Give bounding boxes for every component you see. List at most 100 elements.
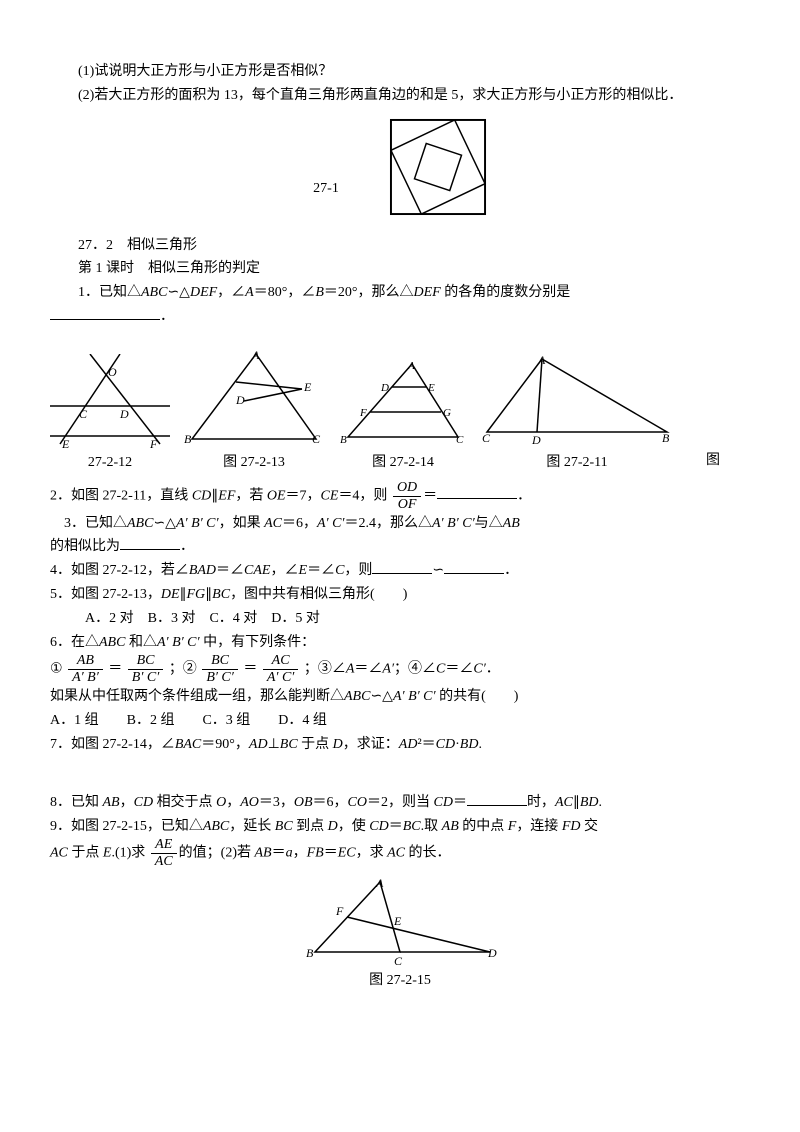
q8-par: ∥: [573, 795, 580, 810]
q7-bd: BD: [460, 737, 479, 752]
q5-pre: 5．如图 27-2-13，: [50, 587, 161, 602]
q8-c2: ，: [226, 795, 240, 810]
q9-ae: AE: [151, 838, 177, 852]
q6-f1n: AB: [68, 654, 103, 668]
q1-text: 1．已知△: [78, 285, 141, 300]
q4-blank2: [444, 559, 504, 574]
q8-cd: CD: [134, 795, 153, 810]
q4-bad: BAD: [189, 563, 216, 578]
q9-ec: EC: [338, 846, 356, 861]
q3-ac: AC: [264, 516, 282, 531]
q3-abc2b: A′ B′ C′: [432, 516, 475, 531]
q1-80: ＝80°，∠: [254, 285, 316, 300]
q2-eq: ＝: [423, 488, 437, 503]
q9-val: 的值；(2)若: [179, 846, 255, 861]
q9: 9．如图 27-2-15，已知△ABC，延长 BC 到点 D，使 CD＝BC.取…: [50, 815, 750, 839]
q9-jiao: 交: [580, 819, 598, 834]
fig-tu-label: 图: [706, 449, 720, 473]
q9-c: ，: [293, 846, 307, 861]
q2-den: OF: [393, 498, 421, 512]
q6-and: 和△: [125, 635, 157, 650]
q8-eq: ＝: [453, 795, 467, 810]
fig-14-label: 图 27-2-14: [338, 451, 468, 475]
q8-ao: AO: [240, 795, 259, 810]
q3-6: ＝6，: [282, 516, 317, 531]
q8-o: O: [216, 795, 226, 810]
q7-d: D: [333, 737, 343, 752]
q9-mid: 的中点: [459, 819, 508, 834]
q3-tail: 的相似比为: [50, 539, 120, 554]
q6-mid: 中，有下列条件：: [200, 635, 316, 650]
q6-f1d: A′ B′: [68, 671, 103, 685]
q5-fg: FG: [187, 587, 206, 602]
q1-abc: ABC: [141, 285, 167, 300]
q2-mid: ，若: [235, 488, 267, 503]
q1-blank: [50, 305, 160, 320]
q6-eq1: ＝: [108, 662, 122, 677]
q2-ef: EF: [218, 488, 235, 503]
q9-fd: FD: [562, 819, 581, 834]
svg-text:D: D: [235, 393, 245, 407]
q9-yu: 于点: [68, 846, 103, 861]
q6-c1: ①: [50, 662, 63, 677]
q5-options: A．2 对 B．3 对 C．4 对 D．5 对: [50, 607, 750, 631]
q3-ab: AB: [503, 516, 520, 531]
q6-options: A．1 组 B．2 组 C．3 组 D．4 组: [50, 709, 750, 733]
q8-when: 时，: [527, 795, 555, 810]
q1-tail: 的各角的度数分别是: [441, 285, 571, 300]
q7-bac: BAC: [175, 737, 201, 752]
q9-q1: .(1)求: [111, 846, 145, 861]
q9-pre: 9．如图 27-2-15，已知△: [50, 819, 203, 834]
q1: 1．已知△ABC∽△DEF，∠A＝80°，∠B＝20°，那么△DEF 的各角的度…: [50, 281, 750, 305]
svg-text:D: D: [487, 946, 497, 960]
q8-meet: 相交于点: [153, 795, 216, 810]
svg-text:A: A: [407, 360, 415, 372]
q7: 7．如图 27-2-14，∠BAC＝90°，AD⊥BC 于点 D，求证：AD²＝…: [50, 733, 750, 757]
q4-period: ．: [504, 563, 518, 578]
svg-text:A: A: [537, 354, 546, 367]
q2-cd: CD: [192, 488, 211, 503]
q3-24: ＝2.4，那么△: [345, 516, 433, 531]
q6: 6．在△ABC 和△A′ B′ C′ 中，有下列条件：: [50, 631, 750, 655]
q3: 3．已知△ABC∽△A′ B′ C′，如果 AC＝6，A′ C′＝2.4，那么△…: [50, 512, 750, 536]
q3-abc: ABC: [127, 516, 153, 531]
svg-text:C: C: [312, 432, 321, 446]
q8-blank: [467, 791, 527, 806]
intro-q2: (2)若大正方形的面积为 13，每个直角三角形两直角边的和是 5，求大正方形与小…: [50, 84, 750, 108]
q2: 2．如图 27-2-11，直线 CD∥EF，若 OE＝7，CE＝4，则 OD O…: [50, 481, 750, 512]
q7-cd: CD: [436, 737, 455, 752]
svg-text:E: E: [393, 914, 402, 928]
q8-pre: 8．已知: [50, 795, 103, 810]
svg-text:G: G: [443, 407, 451, 419]
q6-f3d: B′ C′: [202, 671, 238, 685]
q6-f2d: B′ C′: [128, 671, 164, 685]
q1-tb: ，∠: [217, 285, 245, 300]
fig-11-label: 图 27-2-11: [482, 451, 672, 475]
q4-cae: CAE: [244, 563, 270, 578]
svg-text:E: E: [303, 380, 312, 394]
q6-line3: 如果从中任取两个条件组成一组，那么能判断△ABC∽△A′ B′ C′ 的共有( …: [50, 685, 750, 709]
q3-blank: [120, 535, 180, 550]
q3-ac2: A′ C′: [317, 516, 345, 531]
svg-text:B: B: [662, 431, 670, 445]
q2-4: ＝4，则: [338, 488, 387, 503]
svg-text:B: B: [184, 432, 192, 446]
q1-def: DEF: [190, 285, 217, 300]
q4-eq2: ＝∠: [307, 563, 335, 578]
fig-15-label: 图 27-2-15: [50, 969, 750, 993]
q2-oe: OE: [267, 488, 286, 503]
q9-eqa: ＝: [272, 846, 286, 861]
fig-27-2-12: O C D E F 27-2-12: [50, 354, 170, 475]
q9-to: 到点: [293, 819, 328, 834]
fig-13-label: 图 27-2-13: [184, 451, 324, 475]
svg-text:C: C: [79, 407, 88, 421]
svg-text:C: C: [456, 434, 464, 446]
q8-ab: AB: [103, 795, 120, 810]
q4-blank1: [372, 559, 432, 574]
q9-ab: AB: [442, 819, 459, 834]
q6-l3a: 如果从中任取两个条件组成一组，那么能判断△: [50, 689, 344, 704]
svg-text:F: F: [335, 904, 344, 918]
q6-c: C: [436, 662, 445, 677]
q9-abc: ABC: [203, 819, 229, 834]
q8-c1: ，: [120, 795, 134, 810]
